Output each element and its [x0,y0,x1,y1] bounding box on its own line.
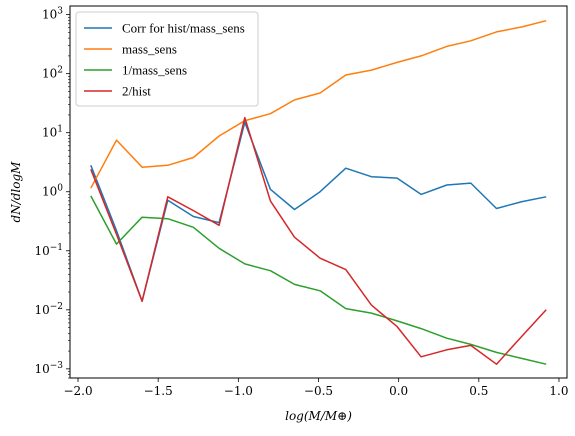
legend-box [75,11,259,107]
legend-label: 1/mass_sens [122,63,187,78]
y-tick-label: 100 [42,184,63,199]
legend: Corr for hist/mass_sens mass_sens 1/mass_s… [75,11,259,107]
legend-label: 2/hist [122,84,151,99]
legend-label: Corr for hist/mass_sens [122,21,245,36]
y-tick-label: 10−1 [34,243,63,258]
x-tick-label: 0.0 [389,384,408,398]
y-axis: 10−3 10−2 10−1 100 101 102 103 [34,7,70,379]
y-tick-label: 103 [42,7,63,22]
legend-label: mass_sens [122,42,177,57]
x-tick-label: −2.0 [63,384,92,398]
x-axis-label: log(M/M⊕) [285,409,352,423]
y-tick-label: 10−3 [34,361,63,376]
series-layer [90,19,547,365]
x-axis: −2.0 −1.5 −1.0 −0.5 0.0 0.5 1.0 [63,378,569,398]
series-line-corr-for-hist-mass-sens [90,121,547,302]
x-tick-label: −1.0 [224,384,253,398]
series-line-mass-sens [90,19,547,189]
x-tick-label: −0.5 [304,384,333,398]
x-tick-label: 1.0 [549,384,568,398]
y-tick-label: 102 [42,66,63,81]
y-axis-label: dN/dlogM [9,161,23,223]
y-tick-label: 10−2 [34,302,63,317]
series-line-2-hist [90,116,547,365]
series-line-1-mass-sens [90,195,547,365]
y-tick-label: 101 [42,125,63,140]
x-tick-label: 0.5 [469,384,488,398]
x-tick-label: −1.5 [144,384,173,398]
